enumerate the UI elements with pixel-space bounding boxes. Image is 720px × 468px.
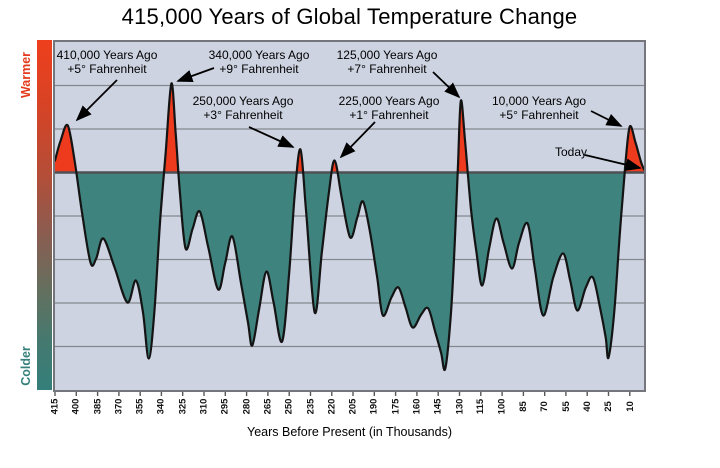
x-tick-label: 190 — [367, 394, 381, 418]
temperature-curve — [55, 82, 644, 372]
x-tick-text: 55 — [560, 400, 572, 412]
annotation-125k: 125,000 Years Ago +7° Fahrenheit — [336, 48, 438, 76]
x-tick-text: 85 — [517, 400, 529, 412]
x-tick-text: 265 — [262, 398, 274, 414]
annotation-text: 125,000 Years Ago — [336, 48, 438, 62]
annotation-text: 10,000 Years Ago — [491, 94, 587, 108]
chart-title: 415,000 Years of Global Temperature Chan… — [121, 4, 578, 29]
warmer-axis-label: Warmer — [18, 42, 34, 108]
x-tick-text: 175 — [390, 398, 402, 414]
x-tick-text: 385 — [92, 398, 104, 414]
x-tick-text: 400 — [70, 398, 82, 414]
x-tick-label: 115 — [474, 394, 488, 418]
colder-axis-label: Colder — [18, 338, 34, 394]
x-tick-text: 340 — [155, 398, 167, 414]
annotation-10k: 10,000 Years Ago +5° Fahrenheit — [491, 94, 587, 122]
annotation-text: +7° Fahrenheit — [347, 61, 427, 76]
x-tick-label: 325 — [176, 394, 190, 418]
x-tick-label: 265 — [261, 394, 275, 418]
annotation-410k: 410,000 Years Ago +5° Fahrenheit — [56, 48, 158, 76]
x-tick-label: 40 — [580, 394, 594, 418]
x-tick-label: 280 — [240, 394, 254, 418]
x-axis-title: Years Before Present (in Thousands) — [247, 425, 452, 439]
temperature-scale-gradient-bar — [37, 40, 52, 390]
x-tick-text: 280 — [241, 398, 253, 414]
x-tick-text: 25 — [602, 400, 614, 412]
x-tick-label: 220 — [325, 394, 339, 418]
annotation-225k: 225,000 Years Ago +1° Fahrenheit — [338, 94, 440, 122]
x-tick-label: 205 — [346, 394, 360, 418]
x-tick-label: 340 — [154, 394, 168, 418]
x-tick-text: 130 — [454, 398, 466, 414]
x-tick-text: 205 — [347, 398, 359, 414]
annotation-text: 250,000 Years Ago — [192, 94, 294, 108]
annotation-text: 340,000 Years Ago — [208, 48, 310, 62]
x-tick-label: 145 — [431, 394, 445, 418]
x-tick-text: 115 — [475, 398, 487, 414]
cold-area-fill — [55, 172, 644, 370]
colder-label-text: Colder — [19, 346, 33, 386]
x-tick-text: 70 — [539, 400, 551, 412]
x-tick-text: 235 — [305, 398, 317, 414]
x-tick-text: 355 — [134, 398, 146, 414]
x-tick-label: 25 — [602, 394, 616, 418]
x-tick-text: 220 — [326, 398, 338, 414]
x-tick-label: 250 — [282, 394, 296, 418]
x-tick-text: 325 — [177, 398, 189, 414]
x-tick-text: 250 — [283, 398, 295, 414]
x-tick-label: 70 — [538, 394, 552, 418]
x-tick-label: 85 — [516, 394, 530, 418]
x-tick-label: 160 — [410, 394, 424, 418]
x-tick-text: 370 — [113, 398, 125, 414]
x-tick-label: 55 — [559, 394, 573, 418]
x-tick-label: 370 — [112, 394, 126, 418]
annotation-340k: 340,000 Years Ago +9° Fahrenheit — [208, 48, 310, 76]
annotation-text: +3° Fahrenheit — [203, 107, 283, 122]
x-tick-label: 400 — [69, 394, 83, 418]
annotation-text: +1° Fahrenheit — [349, 107, 429, 122]
annotation-today: Today — [554, 145, 588, 160]
x-tick-text: 160 — [411, 398, 423, 414]
annotation-text: +5° Fahrenheit — [499, 107, 579, 122]
plot-area — [53, 40, 646, 392]
x-tick-label: 100 — [495, 394, 509, 418]
x-tick-label: 295 — [218, 394, 232, 418]
x-tick-label: 415 — [48, 394, 62, 418]
x-tick-label: 10 — [623, 394, 637, 418]
x-tick-label: 310 — [197, 394, 211, 418]
annotation-text: 225,000 Years Ago — [338, 94, 440, 108]
annotation-250k: 250,000 Years Ago +3° Fahrenheit — [192, 94, 294, 122]
x-tick-text: 40 — [581, 400, 593, 412]
x-tick-text: 310 — [198, 398, 210, 414]
temperature-curve-chart — [55, 82, 644, 372]
annotation-text: 410,000 Years Ago — [56, 48, 158, 62]
x-tick-label: 235 — [304, 394, 318, 418]
x-tick-text: 145 — [432, 398, 444, 414]
x-tick-label: 355 — [133, 394, 147, 418]
x-tick-label: 175 — [389, 394, 403, 418]
x-tick-label: 385 — [91, 394, 105, 418]
x-tick-text: 295 — [219, 398, 231, 414]
warmer-label-text: Warmer — [19, 51, 33, 99]
x-tick-text: 10 — [624, 400, 636, 412]
x-tick-text: 190 — [368, 398, 380, 414]
x-tick-text: 100 — [496, 398, 508, 414]
annotation-text: +5° Fahrenheit — [67, 61, 147, 76]
x-tick-label: 130 — [453, 394, 467, 418]
annotation-text: +9° Fahrenheit — [219, 61, 299, 76]
x-tick-text: 415 — [49, 398, 61, 414]
annotation-text: Today — [554, 145, 588, 159]
warm-area-fill — [55, 83, 644, 173]
